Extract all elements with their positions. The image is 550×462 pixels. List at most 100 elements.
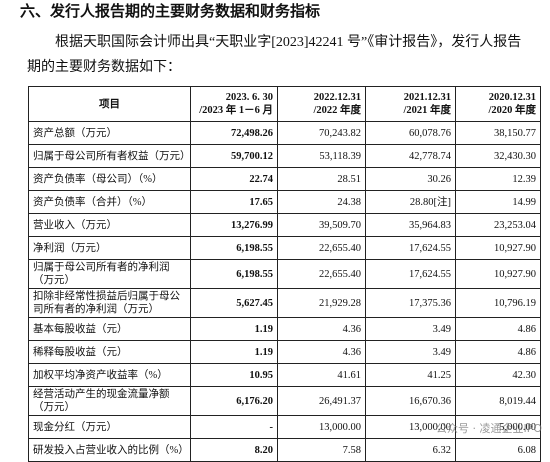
table-row: 资产负债率（母公司）（%） 22.74 28.51 30.26 12.39: [28, 167, 541, 191]
value-cell: 4.86: [455, 317, 541, 341]
value-cell: 10,796.19: [455, 288, 541, 318]
row-label: 加权平均净资产收益率（%）: [28, 363, 191, 387]
table-row: 净利润（万元） 6,198.55 22,655.40 17,624.55 10,927.…: [28, 236, 541, 260]
value-cell: 5,000.00: [455, 415, 541, 439]
table-row: 营业收入（万元） 13,276.99 39,509.70 35,964.83 23,25…: [28, 213, 541, 237]
value-cell: 7.58: [277, 438, 366, 462]
section-heading: 六、发行人报告期的主要财务数据和财务指标: [20, 2, 321, 20]
header-line: /2021 年度: [403, 105, 451, 116]
value-cell: 60,078.76: [365, 121, 456, 145]
value-cell: 70,243.82: [277, 121, 366, 145]
row-label: 现金分红（万元）: [28, 415, 191, 439]
value-cell: 10,927.90: [455, 259, 541, 289]
table-row: 资产负债率（合并）（%） 17.65 24.38 28.80[注] 14.99: [28, 190, 541, 214]
value-cell: 22,655.40: [277, 236, 366, 260]
header-cell: 2023. 6. 30/2023 年 1－6 月: [190, 86, 278, 122]
value-cell: 4.36: [277, 340, 366, 364]
value-cell: 41.61: [277, 363, 366, 387]
value-cell: 8,019.44: [455, 386, 541, 416]
header-line: 2021.12.31: [403, 92, 451, 103]
value-cell: 39,509.70: [277, 213, 366, 237]
row-label: 营业收入（万元）: [28, 213, 191, 237]
value-cell: 6,198.55: [190, 236, 278, 260]
value-cell: 1.19: [190, 317, 278, 341]
row-label: 资产负债率（母公司）（%）: [28, 167, 191, 191]
value-cell: 30.26: [365, 167, 456, 191]
value-cell: 17,375.36: [365, 288, 456, 318]
value-cell: 26,491.37: [277, 386, 366, 416]
value-cell: 32,430.30: [455, 144, 541, 168]
value-cell: 6,176.20: [190, 386, 278, 416]
row-label: 基本每股收益（元）: [28, 317, 191, 341]
value-cell: 16,670.36: [365, 386, 456, 416]
value-cell: 4.86: [455, 340, 541, 364]
value-cell: 21,929.28: [277, 288, 366, 318]
table-row: 归属于母公司所有者权益（万元） 59,700.12 53,118.39 42,778.…: [28, 144, 541, 168]
table-row: 经营活动产生的现金流量净额（万元） 6,176.20 26,491.37 16,670…: [28, 386, 541, 416]
row-label: 归属于母公司所有者的净利润（万元）: [28, 259, 191, 289]
value-cell: 17.65: [190, 190, 278, 214]
value-cell: 35,964.83: [365, 213, 456, 237]
header-cell: 2020.12.31/2020 年度: [455, 86, 541, 122]
value-cell: 41.25: [365, 363, 456, 387]
header-line: /2020 年度: [488, 105, 536, 116]
value-cell: 42,778.74: [365, 144, 456, 168]
row-label: 净利润（万元）: [28, 236, 191, 260]
value-cell: 22,655.40: [277, 259, 366, 289]
header-line: 2022.12.31: [313, 92, 361, 103]
value-cell: 10,927.90: [455, 236, 541, 260]
value-cell: 6.32: [365, 438, 456, 462]
value-cell: 1.19: [190, 340, 278, 364]
value-cell: 59,700.12: [190, 144, 278, 168]
row-label: 稀释每股收益（元）: [28, 340, 191, 364]
value-cell: 23,253.04: [455, 213, 541, 237]
value-cell: 72,498.26: [190, 121, 278, 145]
value-cell: 3.49: [365, 317, 456, 341]
table-row: 加权平均净资产收益率（%） 10.95 41.61 41.25 42.30: [28, 363, 541, 387]
table-body: 资产总额（万元） 72,498.26 70,243.82 60,078.76 38,15…: [28, 121, 541, 462]
intro-paragraph: 根据天职国际会计师出具“天职业字[2023]42241 号”《审计报告》，发行人…: [27, 35, 522, 75]
value-cell: 17,624.55: [365, 236, 456, 260]
value-cell: 10.95: [190, 363, 278, 387]
watermark: 公众号 · 凌通企业IPO: [435, 422, 542, 435]
value-cell: 13,276.99: [190, 213, 278, 237]
value-cell: 14.99: [455, 190, 541, 214]
header-line: 2023. 6. 30: [225, 92, 273, 103]
header-cell: 2022.12.31/2022 年度: [277, 86, 366, 122]
value-cell: 24.38: [277, 190, 366, 214]
value-cell: 53,118.39: [277, 144, 366, 168]
value-cell: 3.49: [365, 340, 456, 364]
row-label: 资产总额（万元）: [28, 121, 191, 145]
value-cell: 22.74: [190, 167, 278, 191]
table-row: 研发投入占营业收入的比例（%） 8.20 7.58 6.32 6.08: [28, 438, 541, 462]
financial-table: 项目 2023. 6. 30/2023 年 1－6 月 2022.12.31/202…: [28, 86, 541, 462]
value-cell: 13,000.00: [277, 415, 366, 439]
value-cell: 8.20: [190, 438, 278, 462]
value-cell: 6.08: [455, 438, 541, 462]
value-cell: 6,198.55: [190, 259, 278, 289]
table-row: 扣除非经常性损益后归属于母公司所有者的净利润（万元） 5,627.45 21,929…: [28, 288, 541, 318]
table-row: 现金分红（万元） -13,000.00 13,000.00 5,000.00: [28, 415, 541, 439]
value-cell: 28.51: [277, 167, 366, 191]
row-label: 扣除非经常性损益后归属于母公司所有者的净利润（万元）: [28, 288, 191, 318]
row-label: 归属于母公司所有者权益（万元）: [28, 144, 191, 168]
value-cell: 38,150.77: [455, 121, 541, 145]
row-label: 资产负债率（合并）（%）: [28, 190, 191, 214]
value-cell: 12.39: [455, 167, 541, 191]
table-row: 资产总额（万元） 72,498.26 70,243.82 60,078.76 38,15…: [28, 121, 541, 145]
row-label: 研发投入占营业收入的比例（%）: [28, 438, 191, 462]
header-cell: 2021.12.31/2021 年度: [365, 86, 456, 122]
header-cell: 项目: [28, 86, 191, 122]
header-line: /2023 年 1－6 月: [199, 105, 273, 116]
value-cell: 5,627.45: [190, 288, 278, 318]
header-line: /2022 年度: [313, 105, 361, 116]
table-row: 归属于母公司所有者的净利润（万元） 6,198.55 22,655.40 17,624…: [28, 259, 541, 289]
header-line: 项目: [99, 98, 120, 110]
table-row: 稀释每股收益（元） 1.19 4.36 3.49 4.86: [28, 340, 541, 364]
value-cell: 4.36: [277, 317, 366, 341]
value-cell: 17,624.55: [365, 259, 456, 289]
value-cell: 28.80[注]: [365, 190, 456, 214]
table-row: 基本每股收益（元） 1.19 4.36 3.49 4.86: [28, 317, 541, 341]
header-line: 2020.12.31: [488, 92, 536, 103]
